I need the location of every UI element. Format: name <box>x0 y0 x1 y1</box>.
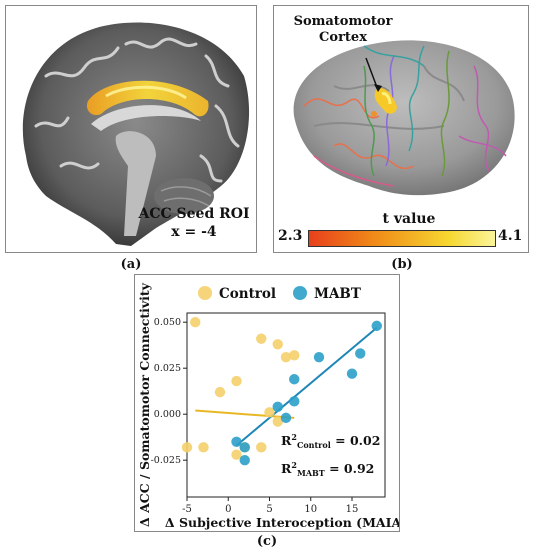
colorbar <box>308 230 496 247</box>
y-axis-label: Δ ACC / Somatomotor Connectivity <box>137 282 152 527</box>
colorbar-max-label: 4.1 <box>498 228 523 244</box>
data-point-control <box>289 350 300 361</box>
data-point-mabt <box>313 351 325 363</box>
colorbar-min-label: 2.3 <box>278 228 303 244</box>
data-point-mabt <box>272 401 283 413</box>
scatter-chart: -5 0 5 10 15 0.050 0.025 0.000 -0.025 Δ Subjectiv… <box>137 282 399 530</box>
data-point-control <box>256 442 267 453</box>
plot-frame <box>186 312 386 498</box>
data-point-mabt <box>239 442 250 453</box>
data-point-control <box>272 339 283 350</box>
r-squared-annotation: R2MABT = 0.92 <box>281 460 374 478</box>
x-tick-label: 15 <box>346 504 359 515</box>
region-label-cortex: Cortex <box>319 30 367 45</box>
data-point-control <box>214 386 226 398</box>
x-axis-label: Δ Subjective Interoception (MAIA) <box>165 515 399 530</box>
data-point-control <box>264 407 275 418</box>
cortical-surface-image <box>293 40 515 196</box>
r-squared-annotation: R2Control = 0.02 <box>281 432 380 450</box>
y-tick-label: 0.050 <box>154 317 181 328</box>
data-point-mabt <box>289 374 300 385</box>
panel-c: -5 0 5 10 15 0.050 0.025 0.000 -0.025 Δ Subjectiv… <box>134 274 400 532</box>
y-tick-label: 0.000 <box>154 409 181 420</box>
data-point-control <box>280 351 292 363</box>
x-tick-label: -5 <box>182 504 192 515</box>
y-tick-label: -0.025 <box>151 455 181 466</box>
fit-line-mabt <box>235 326 378 447</box>
caption-c: (c) <box>256 534 278 549</box>
panel-b: Somatomotor Cortex t value 2.3 4.1 <box>273 5 529 253</box>
region-label-somatomotor: Somatomotor <box>293 14 393 29</box>
x-tick-label: 5 <box>266 504 272 515</box>
data-point-control <box>231 375 242 387</box>
caption-a: (a) <box>120 257 142 272</box>
data-point-control <box>231 449 242 460</box>
data-point-mabt <box>355 348 366 359</box>
data-point-mabt <box>346 368 358 379</box>
legend-marker-control <box>198 286 212 300</box>
data-point-control <box>181 442 193 453</box>
data-point-mabt <box>371 320 382 332</box>
data-point-control <box>272 416 283 427</box>
sagittal-brain-image <box>6 6 256 252</box>
data-point-control <box>198 442 209 453</box>
data-point-mabt <box>239 455 250 466</box>
y-tick-label: 0.025 <box>154 363 181 374</box>
x-tick-label: 0 <box>225 504 231 515</box>
panel-a: ACC Seed ROI x = -4 <box>5 5 257 253</box>
colorbar-title: t value <box>382 211 436 227</box>
data-point-control <box>256 333 267 344</box>
x-tick-label: 10 <box>304 504 317 515</box>
data-point-mabt <box>231 436 242 447</box>
legend-label-control: Control <box>219 286 276 302</box>
roi-coordinate: x = -4 <box>171 224 217 240</box>
legend-label-mabt: MABT <box>314 286 361 302</box>
data-point-mabt <box>289 396 300 407</box>
data-point-control <box>190 317 201 328</box>
legend-marker-mabt <box>293 286 307 300</box>
data-point-mabt <box>280 412 292 424</box>
roi-title: ACC Seed ROI <box>138 206 250 222</box>
caption-b: (b) <box>391 257 413 272</box>
